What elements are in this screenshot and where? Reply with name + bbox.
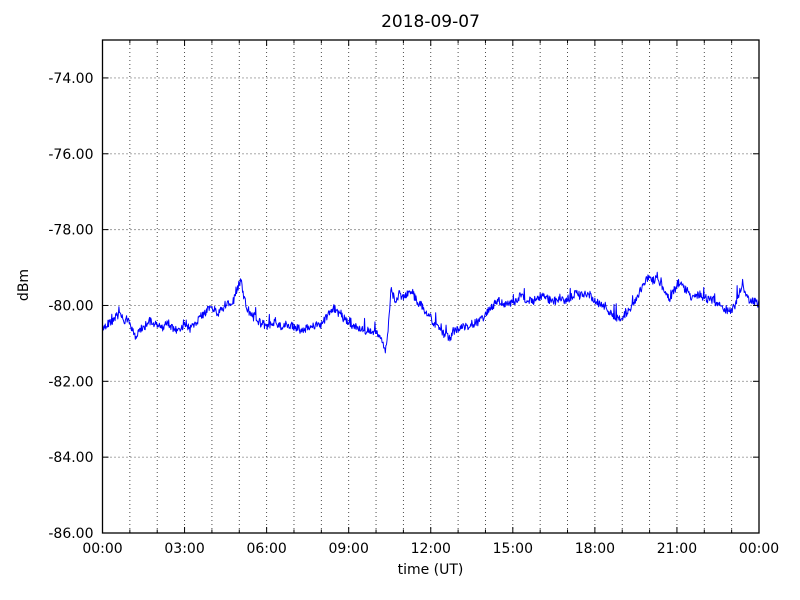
- x-tick-label: 00:00: [739, 541, 779, 557]
- chart-title: 2018-09-07: [381, 12, 480, 32]
- y-tick-label: -78.00: [48, 223, 93, 239]
- x-tick-label: 21:00: [657, 541, 697, 557]
- x-tick-label: 00:00: [82, 541, 122, 557]
- y-tick-label: -74.00: [48, 71, 93, 87]
- x-tick-label: 15:00: [493, 541, 533, 557]
- x-tick-label: 12:00: [411, 541, 451, 557]
- y-tick-label: -84.00: [48, 450, 93, 466]
- y-tick-label: -80.00: [48, 298, 93, 314]
- x-tick-label: 06:00: [246, 541, 286, 557]
- x-axis-label: time (UT): [397, 562, 464, 578]
- y-tick-label: -82.00: [48, 374, 93, 390]
- x-tick-label: 09:00: [329, 541, 369, 557]
- signal-line: [102, 271, 759, 354]
- x-tick-label: 18:00: [575, 541, 615, 557]
- y-tick-label: -86.00: [48, 526, 93, 542]
- axis-frame: [101, 39, 760, 534]
- y-tick-label: -76.00: [48, 147, 93, 163]
- x-tick-label: 03:00: [164, 541, 204, 557]
